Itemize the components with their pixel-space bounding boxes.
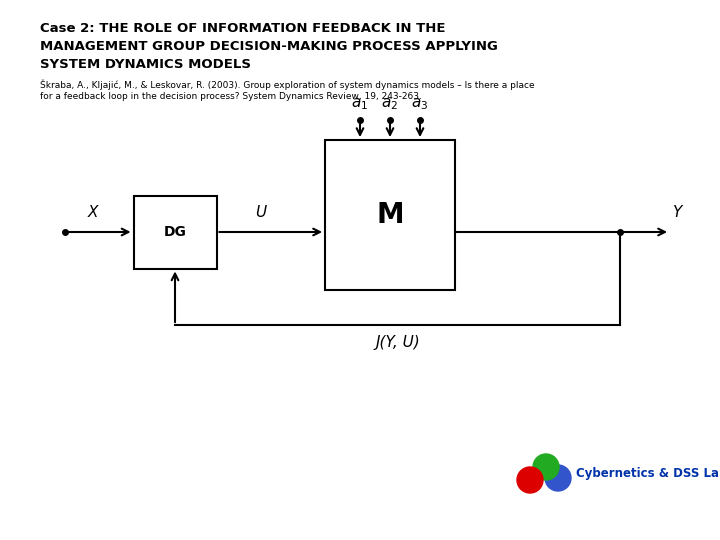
Text: MANAGEMENT GROUP DECISION-MAKING PROCESS APPLYING: MANAGEMENT GROUP DECISION-MAKING PROCESS… <box>40 40 498 53</box>
Text: $a_3$: $a_3$ <box>411 96 428 112</box>
Text: SYSTEM DYNAMICS MODELS: SYSTEM DYNAMICS MODELS <box>40 58 251 71</box>
Text: M: M <box>376 201 404 229</box>
Text: Škraba, A., Kljajić, M., & Leskovar, R. (2003). Group exploration of system dyna: Škraba, A., Kljajić, M., & Leskovar, R. … <box>40 79 535 102</box>
Circle shape <box>545 465 571 491</box>
Text: Y: Y <box>672 205 681 220</box>
Bar <box>133 195 217 268</box>
Bar <box>325 140 455 290</box>
Text: DG: DG <box>163 225 186 239</box>
Text: U: U <box>255 205 266 220</box>
Text: $a_2$: $a_2$ <box>382 96 398 112</box>
Text: X: X <box>88 205 98 220</box>
Circle shape <box>533 454 559 480</box>
Text: Case 2: THE ROLE OF INFORMATION FEEDBACK IN THE: Case 2: THE ROLE OF INFORMATION FEEDBACK… <box>40 22 446 35</box>
Text: J(Y, U): J(Y, U) <box>375 335 420 350</box>
Text: $a_1$: $a_1$ <box>351 96 369 112</box>
Text: Cybernetics & DSS Laboratory: Cybernetics & DSS Laboratory <box>576 467 720 480</box>
Circle shape <box>517 467 543 493</box>
